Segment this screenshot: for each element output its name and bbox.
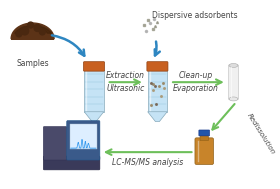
Circle shape: [34, 25, 41, 31]
FancyBboxPatch shape: [67, 121, 100, 160]
FancyBboxPatch shape: [200, 134, 208, 141]
Text: Clean-up: Clean-up: [178, 71, 213, 80]
Circle shape: [39, 29, 45, 35]
Text: Samples: Samples: [16, 59, 49, 67]
Text: Redissolution: Redissolution: [246, 113, 276, 156]
Ellipse shape: [229, 64, 238, 67]
FancyBboxPatch shape: [147, 62, 168, 71]
FancyBboxPatch shape: [195, 138, 213, 164]
Text: Ultrasonic: Ultrasonic: [106, 84, 145, 93]
Text: Evaporation: Evaporation: [172, 84, 218, 93]
Polygon shape: [84, 112, 104, 122]
FancyBboxPatch shape: [84, 70, 104, 112]
Text: LC-MS/MS analysis: LC-MS/MS analysis: [112, 159, 183, 167]
FancyBboxPatch shape: [43, 126, 67, 160]
Ellipse shape: [229, 97, 238, 101]
Text: Dispersive adsorbents: Dispersive adsorbents: [152, 11, 237, 20]
Circle shape: [16, 31, 22, 37]
FancyBboxPatch shape: [70, 124, 97, 149]
Polygon shape: [11, 23, 54, 39]
FancyBboxPatch shape: [228, 65, 238, 99]
Circle shape: [28, 22, 34, 28]
FancyBboxPatch shape: [83, 62, 104, 71]
FancyBboxPatch shape: [148, 70, 167, 112]
Polygon shape: [148, 112, 167, 122]
FancyBboxPatch shape: [199, 130, 210, 136]
Circle shape: [21, 27, 29, 35]
FancyBboxPatch shape: [43, 156, 100, 170]
Text: Extraction: Extraction: [106, 71, 145, 80]
